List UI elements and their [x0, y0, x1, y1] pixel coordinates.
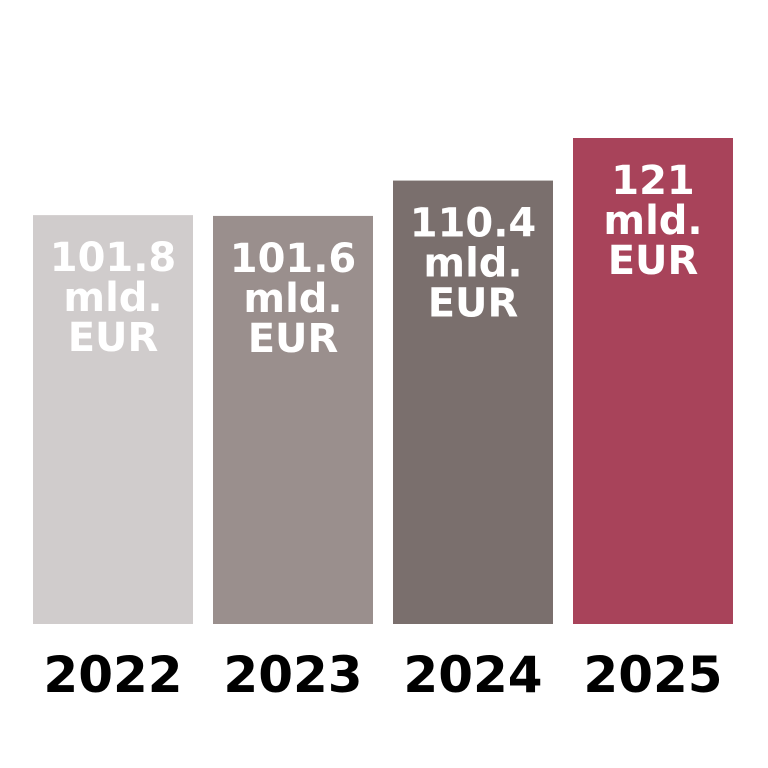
x-tick-label: 2023	[223, 646, 362, 704]
bar-2025	[573, 138, 733, 624]
data-label: EUR	[608, 238, 699, 284]
data-label: EUR	[428, 281, 519, 327]
data-label: 121	[611, 158, 695, 204]
x-tick-label: 2025	[583, 646, 722, 704]
data-label: mld.	[603, 198, 702, 244]
bar-2022	[33, 215, 193, 624]
bar-2024	[393, 180, 553, 625]
x-tick-label: 2024	[403, 646, 542, 704]
x-tick-label: 2022	[43, 646, 182, 704]
data-label: mld.	[423, 241, 522, 287]
bar-2023	[213, 215, 373, 624]
data-label: 101.8	[50, 235, 177, 281]
data-label: 110.4	[410, 201, 537, 247]
data-label: mld.	[243, 276, 342, 322]
data-label: EUR	[68, 315, 159, 361]
data-label: mld.	[63, 275, 162, 321]
data-label: EUR	[248, 316, 339, 362]
data-label: 101.6	[230, 236, 357, 282]
